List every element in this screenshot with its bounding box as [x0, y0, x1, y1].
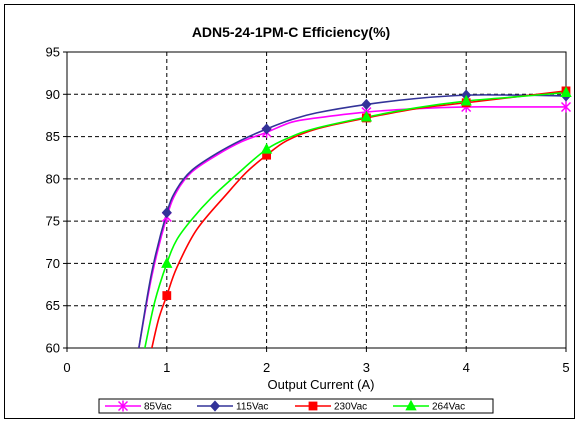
data-point-264vac — [260, 142, 273, 154]
series-lines — [138, 90, 566, 348]
efficiency-chart: ADN5-24-1PM-C Efficiency(%) 60 65 70 75 80 85… — [46, 24, 572, 414]
data-point-230vac — [162, 291, 172, 300]
plot-area — [66, 51, 567, 349]
legend-label: 264Vac — [432, 402, 465, 413]
data-point-264vac — [161, 257, 173, 268]
chart-frame: ADN5-24-1PM-C Efficiency(%) 60 65 70 75 80 85… — [4, 4, 575, 419]
legend-label: 115Vac — [236, 402, 268, 413]
x-axis-label: Output Current (A) — [268, 377, 375, 392]
data-point-264vac — [360, 110, 373, 122]
data-point-264vac — [560, 86, 572, 97]
legend-item-264vac: 264Vac — [393, 399, 465, 413]
data-point-85vac — [560, 101, 572, 113]
legend-label: 230Vac — [334, 402, 367, 413]
grid-lines — [67, 52, 566, 348]
x-tick-label: 0 — [63, 360, 70, 375]
series-line-85vac — [138, 106, 566, 348]
x-tick-label: 4 — [463, 360, 470, 375]
y-tick-label: 75 — [46, 214, 60, 229]
chart-title: ADN5-24-1PM-C Efficiency(%) — [192, 24, 390, 40]
x-tick-label: 5 — [562, 360, 569, 375]
legend-item-115vac: 115Vac — [197, 400, 268, 413]
series-line-264vac — [144, 91, 566, 348]
legend-marker — [405, 399, 417, 411]
data-point-115vac — [161, 207, 172, 219]
x-tick-label: 2 — [263, 360, 270, 375]
y-tick-label: 80 — [46, 171, 60, 186]
x-tick-label: 1 — [163, 360, 170, 375]
series-line-230vac — [151, 90, 566, 348]
axis-ticks: 60 65 70 75 80 85 90 95 0 1 2 3 4 5 — [46, 45, 570, 376]
data-point-115vac — [261, 123, 272, 135]
legend-marker — [117, 400, 129, 412]
y-tick-label: 60 — [46, 341, 60, 356]
series-markers — [161, 86, 572, 300]
y-tick-label: 85 — [46, 129, 60, 144]
legend: 85Vac 115Vac 230Vac 264Vac — [98, 398, 494, 414]
legend-item-230vac: 230Vac — [295, 402, 367, 413]
y-tick-label: 70 — [46, 256, 60, 271]
legend-marker — [209, 400, 221, 412]
data-point-264vac — [460, 94, 472, 106]
x-tick-label: 3 — [363, 360, 370, 375]
legend-label: 85Vac — [144, 402, 172, 413]
y-tick-label: 65 — [46, 298, 60, 313]
y-tick-label: 90 — [46, 87, 60, 102]
data-point-115vac — [361, 98, 372, 111]
legend-item-85vac: 85Vac — [105, 400, 172, 413]
legend-marker — [308, 401, 318, 411]
y-tick-label: 95 — [46, 45, 60, 60]
